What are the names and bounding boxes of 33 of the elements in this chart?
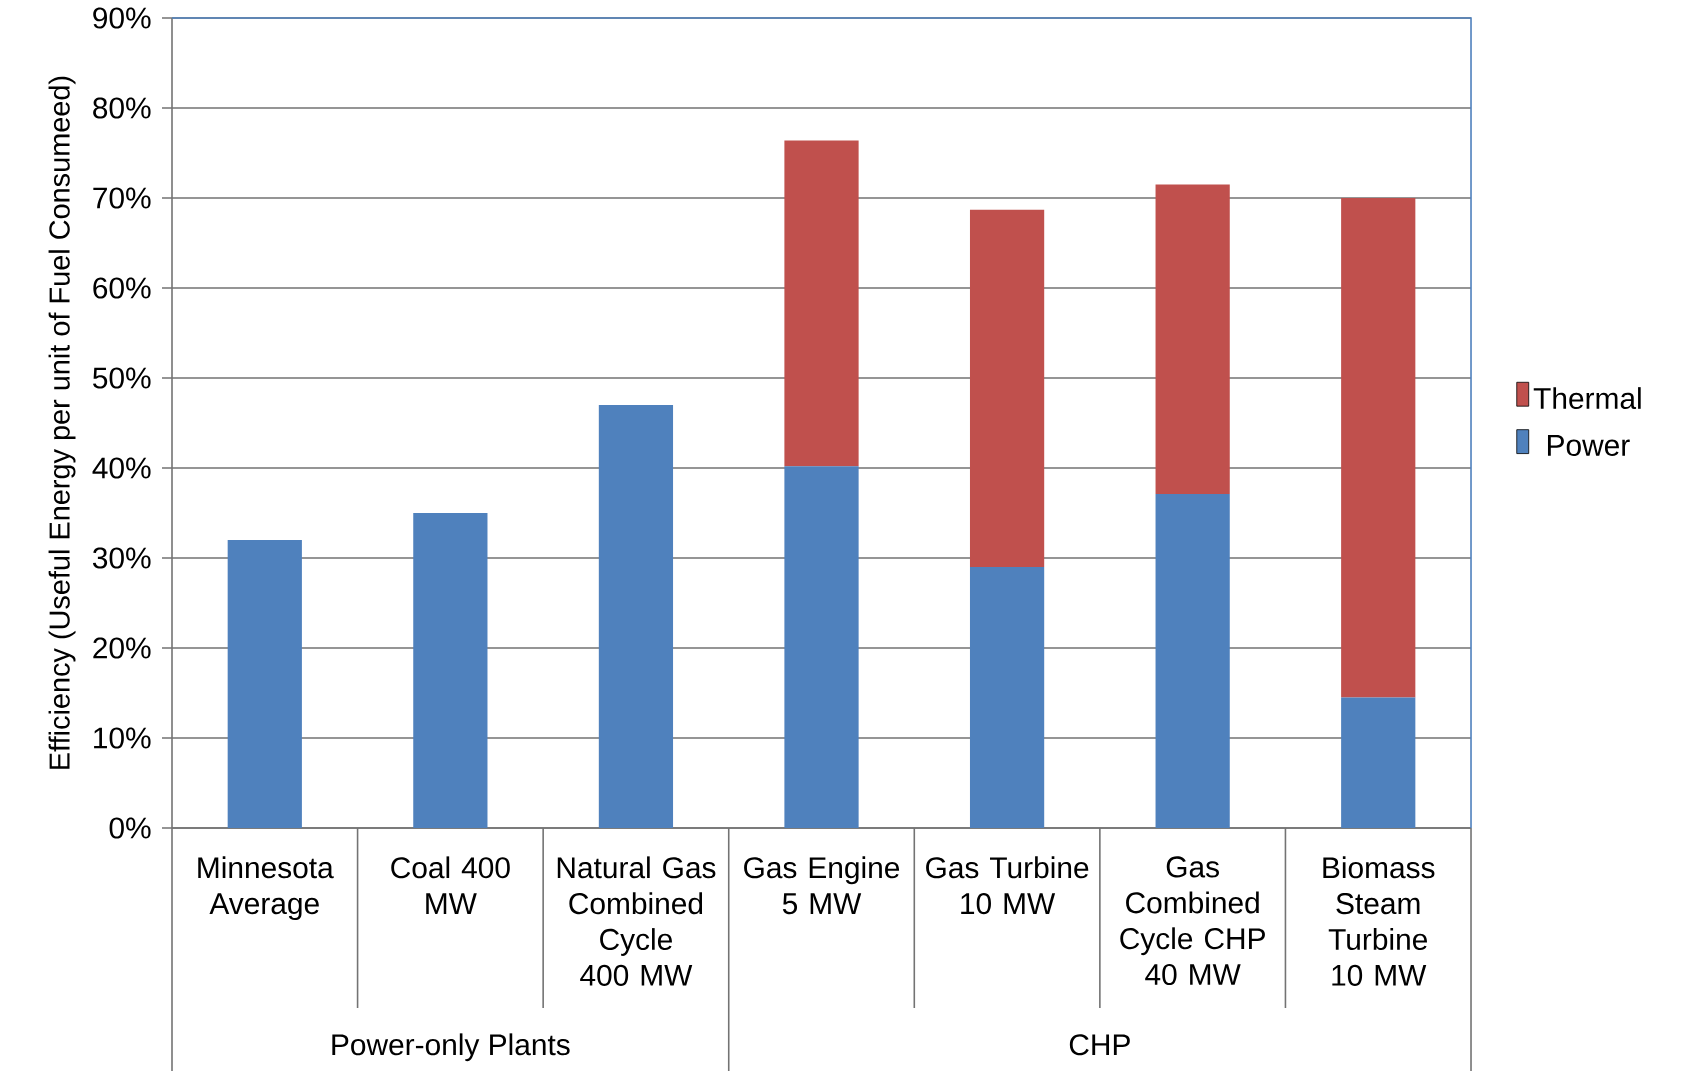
bar — [1341, 697, 1416, 828]
y-tick-label: 20% — [93, 637, 151, 659]
y-tick-label: 30% — [92, 547, 151, 569]
y-tick-label: 60% — [93, 277, 151, 299]
x-tick-label: Coal 400 MW — [391, 856, 510, 914]
bar — [1155, 494, 1230, 828]
x-tick-label: Biomass Steam Turbine 10 MW — [1323, 856, 1435, 986]
bar — [413, 513, 488, 828]
bar — [969, 567, 1045, 828]
legend-label: Power — [1547, 435, 1630, 456]
y-axis-title: Efficiency (Useful Energy per unit of Fuel Consumeed) — [48, 76, 76, 769]
y-tick-label: 10% — [94, 727, 151, 749]
bar — [598, 405, 674, 828]
y-tick-label: 70% — [93, 187, 151, 209]
bar — [1341, 198, 1416, 698]
y-tick-label: 0% — [109, 817, 151, 839]
bar — [969, 209, 1045, 567]
y-tick-label: 80% — [93, 97, 151, 119]
text: Power-only Plants — [332, 1033, 570, 1062]
bar — [784, 466, 859, 828]
x-tick-label: Gas Combined Cycle CHP 40 MW — [1120, 856, 1265, 986]
bar — [784, 140, 859, 467]
x-tick-label: Natural Gas Combined Cycle 400 MW — [557, 856, 716, 986]
y-tick-label: 40% — [92, 457, 151, 479]
x-tick-label: Gas Engine 5 MW — [744, 856, 900, 915]
y-tick-label: 50% — [93, 367, 151, 389]
legend-label: Thermal — [1533, 387, 1641, 410]
text: CHP — [1069, 1034, 1130, 1056]
x-tick-label: Gas Turbine 10 MW — [926, 856, 1089, 915]
bar — [1155, 184, 1230, 495]
bar — [227, 540, 302, 828]
x-tick-label: Minnesota Average — [198, 856, 334, 921]
y-tick-label: 90% — [93, 7, 151, 29]
